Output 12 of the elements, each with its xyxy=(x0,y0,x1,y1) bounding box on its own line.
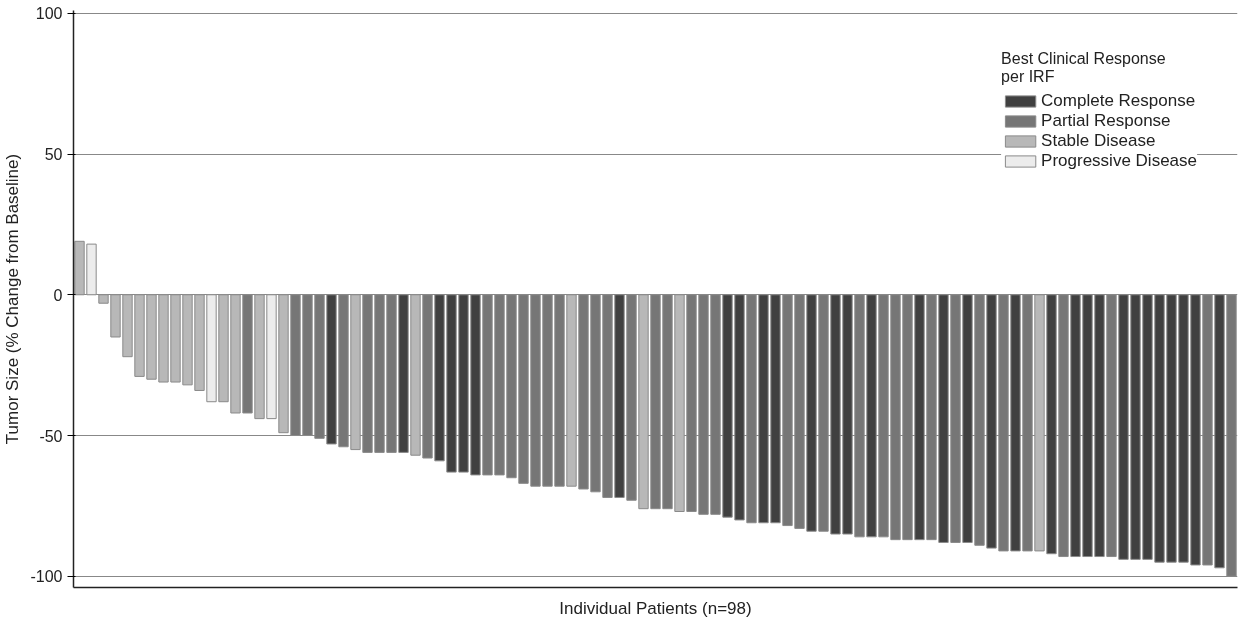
y-tick-label: 0 xyxy=(53,286,63,304)
y-tick-label: -100 xyxy=(30,568,63,586)
legend-label: Progressive Disease xyxy=(1041,151,1197,171)
y-tick-label: 50 xyxy=(44,146,63,164)
legend-label: Stable Disease xyxy=(1041,131,1156,151)
y-tick-label: 100 xyxy=(35,5,63,23)
y-tick-label: -50 xyxy=(39,427,63,445)
x-axis-title: Individual Patients (n=98) xyxy=(559,598,752,618)
legend-label: Partial Response xyxy=(1041,111,1171,131)
legend-title: Best Clinical Response per IRF xyxy=(1001,50,1167,86)
y-axis-title: Tumor Size (% Change from Baseline) xyxy=(3,153,23,445)
legend-label: Complete Response xyxy=(1041,91,1196,111)
